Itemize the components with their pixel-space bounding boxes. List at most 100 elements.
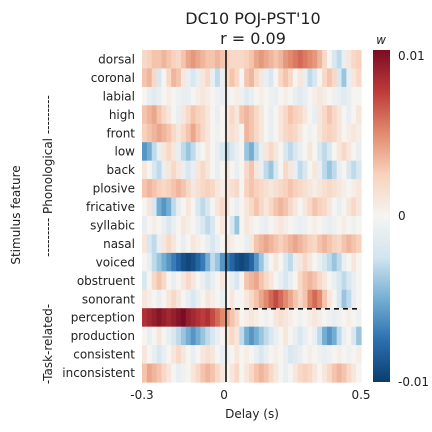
heatmap-cell xyxy=(273,50,279,70)
heatmap-cell xyxy=(151,234,158,254)
heatmap-cell xyxy=(151,308,158,328)
heatmap-cell xyxy=(253,50,260,70)
heatmap-cell xyxy=(336,160,343,180)
heatmap-cell xyxy=(244,86,250,106)
heatmap-cell xyxy=(346,105,352,125)
heatmap-cell xyxy=(317,142,323,162)
heatmap-cell xyxy=(336,252,343,272)
heatmap-cell xyxy=(185,271,192,291)
heatmap-cell xyxy=(258,252,265,272)
heatmap-cell xyxy=(297,326,304,346)
heatmap-cell xyxy=(210,363,216,383)
heatmap-cell xyxy=(292,179,299,199)
heatmap-cell xyxy=(307,68,313,88)
heatmap-cell xyxy=(292,123,299,143)
heatmap-cell xyxy=(156,308,163,328)
heatmap-cell xyxy=(229,326,236,346)
heatmap-cell xyxy=(341,160,347,180)
heatmap-cell xyxy=(351,142,357,162)
heatmap-cell xyxy=(219,123,226,143)
heatmap-cell xyxy=(356,216,362,236)
heatmap-cell xyxy=(278,86,284,106)
heatmap-cell xyxy=(210,197,216,217)
heatmap-cell xyxy=(244,216,250,236)
heatmap-cell xyxy=(176,345,182,365)
heatmap-cell xyxy=(180,142,187,162)
heatmap-cell xyxy=(229,289,236,309)
heatmap-cell xyxy=(297,345,304,365)
y-axis-label: Stimulus feature xyxy=(9,165,23,264)
heatmap-cell xyxy=(205,252,211,272)
heatmap-cell xyxy=(283,308,289,328)
heatmap-cell xyxy=(292,363,299,383)
heatmap-cell xyxy=(258,123,265,143)
heatmap-cell xyxy=(351,179,357,199)
heatmap-cell xyxy=(180,308,187,328)
heatmap-cell xyxy=(200,123,206,143)
heatmap-cell xyxy=(249,252,255,272)
heatmap-cell xyxy=(205,197,211,217)
heatmap-cell xyxy=(142,326,148,346)
heatmap-cell xyxy=(190,50,197,70)
heatmap-cell xyxy=(292,216,299,236)
heatmap-cell xyxy=(292,308,299,328)
row-label: labial xyxy=(103,89,135,103)
heatmap-cell xyxy=(219,105,226,125)
heatmap-cell xyxy=(268,234,274,254)
heatmap-cell xyxy=(219,252,226,272)
heatmap-cell xyxy=(176,50,182,70)
row-label: inconsistent xyxy=(62,366,135,380)
heatmap-cell xyxy=(244,271,250,291)
heatmap-cell xyxy=(185,50,192,70)
heatmap-cell xyxy=(180,86,187,106)
heatmap-cell xyxy=(224,252,231,272)
heatmap-cell xyxy=(161,363,167,383)
heatmap-cell xyxy=(146,179,153,199)
heatmap-cell xyxy=(317,363,323,383)
heatmap-cell xyxy=(341,216,347,236)
heatmap-cell xyxy=(166,160,172,180)
heatmap-cell xyxy=(288,160,294,180)
heatmap-cell xyxy=(288,289,294,309)
heatmap-cell xyxy=(171,68,177,88)
heatmap-cell xyxy=(341,252,347,272)
heatmap-cell xyxy=(312,234,318,254)
heatmap-cell xyxy=(307,363,313,383)
heatmap-cell xyxy=(302,105,309,125)
heatmap-cell xyxy=(258,179,265,199)
heatmap-cell xyxy=(161,216,167,236)
heatmap-cell xyxy=(210,326,216,346)
heatmap-cell xyxy=(210,105,216,125)
heatmap-cell xyxy=(258,197,265,217)
heatmap-cell xyxy=(205,289,211,309)
heatmap-cell xyxy=(171,234,177,254)
heatmap-cell xyxy=(195,216,201,236)
x-tick-label: 0.5 xyxy=(351,388,370,402)
heatmap-cell xyxy=(288,308,294,328)
heatmap-cell xyxy=(205,68,211,88)
heatmap-cell xyxy=(205,142,211,162)
heatmap-cell xyxy=(312,308,318,328)
heatmap-cell xyxy=(146,234,153,254)
heatmap-cell xyxy=(166,142,172,162)
heatmap-cell xyxy=(176,123,182,143)
heatmap-cell xyxy=(249,326,255,346)
heatmap-cell xyxy=(161,123,167,143)
heatmap-cells xyxy=(142,50,362,383)
heatmap-cell xyxy=(336,308,343,328)
heatmap-cell xyxy=(341,289,347,309)
heatmap-cell xyxy=(234,271,240,291)
heatmap-cell xyxy=(326,252,333,272)
heatmap-cell xyxy=(224,216,231,236)
heatmap-cell xyxy=(326,160,333,180)
heatmap-cell xyxy=(142,197,148,217)
heatmap-cell xyxy=(156,326,163,346)
heatmap-cell xyxy=(142,289,148,309)
heatmap-cell xyxy=(224,68,231,88)
heatmap-cell xyxy=(234,160,240,180)
heatmap-cell xyxy=(297,160,304,180)
heatmap-cell xyxy=(185,105,192,125)
heatmap-cell xyxy=(331,289,338,309)
heatmap-cell xyxy=(166,123,172,143)
heatmap-cell xyxy=(253,142,260,162)
